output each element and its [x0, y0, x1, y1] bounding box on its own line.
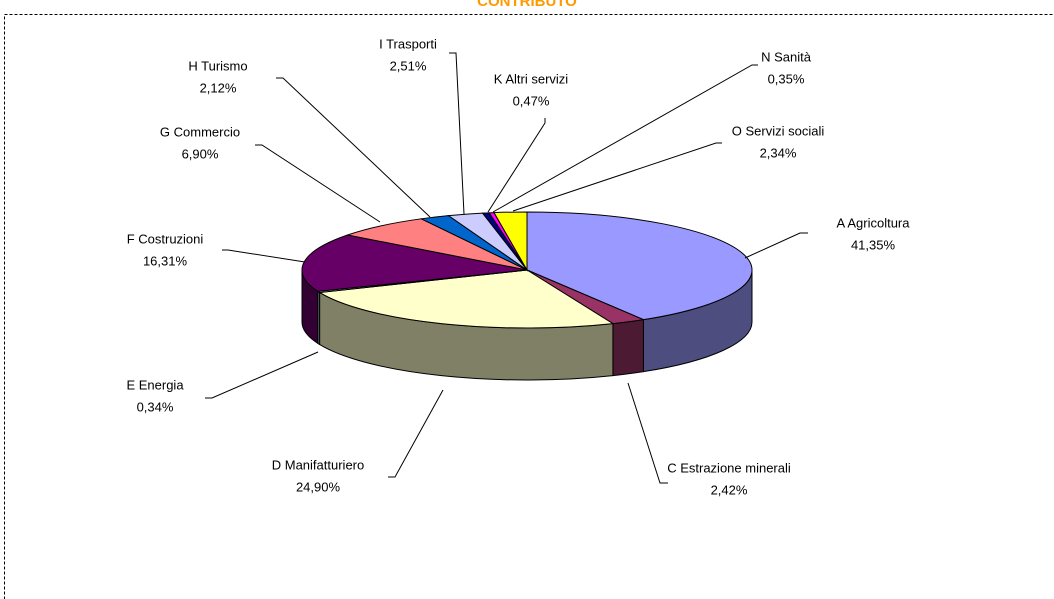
slice-label: G Commercio — [160, 124, 240, 139]
leader-line — [388, 389, 444, 478]
slice — [526, 211, 753, 321]
slice-label: H Turismo — [188, 58, 247, 73]
leader-line — [492, 64, 758, 213]
slice-label: C Estrazione minerali — [667, 460, 791, 475]
value-label: 41,35% — [851, 237, 896, 252]
value-label: 0,35% — [768, 71, 805, 86]
slice-label: K Altri servizi — [494, 71, 569, 86]
chart-border — [4, 14, 1054, 599]
value-label: 2,12% — [200, 80, 237, 95]
slice — [493, 211, 528, 272]
slice-label: D Manifatturiero — [272, 457, 364, 472]
leader-line — [487, 118, 546, 213]
value-label: 2,34% — [760, 145, 797, 160]
slice-label: N Sanità — [761, 49, 812, 64]
slice-label: F Costruzioni — [127, 231, 204, 246]
slice-side — [612, 319, 644, 377]
value-label: 24,90% — [296, 479, 341, 494]
leader-line — [627, 382, 668, 484]
slice-label: A Agricoltura — [837, 215, 911, 230]
leader-line — [276, 77, 431, 218]
leader-line — [449, 52, 465, 215]
leader-line — [512, 142, 722, 212]
leader-line — [205, 351, 319, 399]
value-label: 2,51% — [390, 58, 427, 73]
value-label: 2,42% — [711, 482, 748, 497]
value-label: 6,90% — [182, 146, 219, 161]
slice-label: I Trasporti — [379, 36, 437, 51]
value-label: 0,47% — [513, 93, 550, 108]
leader-line — [222, 249, 306, 263]
slice — [318, 269, 615, 329]
value-label: 16,31% — [143, 253, 188, 268]
slice-label: O Servizi sociali — [732, 123, 825, 138]
value-label: 0,34% — [137, 399, 174, 414]
leader-line — [744, 232, 808, 259]
chart-title: CONTRIBUTO — [477, 0, 577, 10]
leader-line — [255, 144, 381, 223]
slice-label: E Energia — [126, 377, 184, 392]
